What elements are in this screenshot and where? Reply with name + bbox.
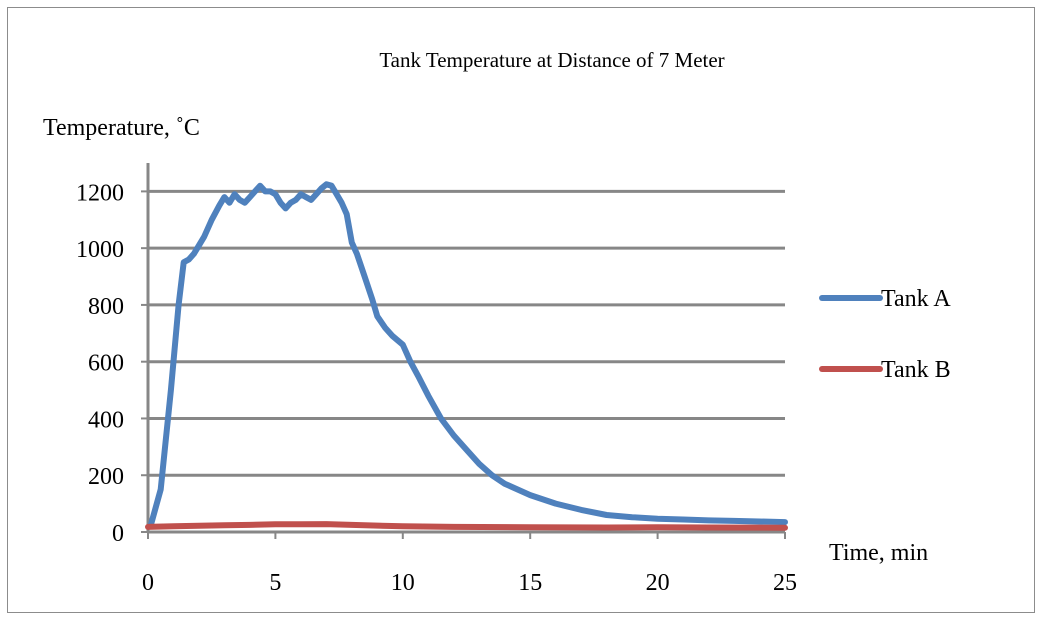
x-tick-label-10: 10 (391, 570, 415, 596)
x-tick-label-15: 15 (518, 570, 542, 596)
axes (141, 163, 786, 539)
legend-label-tank-a: Tank A (881, 286, 951, 312)
y-tick-label-1000: 1000 (76, 237, 124, 263)
y-tick-label-800: 800 (88, 294, 124, 320)
y-tick-label-200: 200 (88, 464, 124, 490)
y-axis-label: Temperature, ˚C (43, 115, 200, 141)
legend: Tank A Tank B (819, 286, 951, 383)
y-tick-label-0: 0 (112, 521, 124, 547)
series-line-tank-b (145, 521, 788, 531)
x-tick-label-20: 20 (646, 570, 670, 596)
series-line-tank-a (147, 181, 788, 530)
y-tick-label-600: 600 (88, 351, 124, 377)
legend-item-tank-a: Tank A (819, 286, 951, 312)
y-tick-labels: 0 200 400 600 800 1000 1200 (76, 180, 124, 547)
x-tick-label-5: 5 (269, 570, 281, 596)
x-tick-label-0: 0 (142, 570, 154, 596)
series-lines (145, 181, 788, 531)
legend-label-tank-b: Tank B (881, 357, 951, 383)
legend-item-tank-b: Tank B (819, 357, 951, 383)
x-axis-label: Time, min (829, 540, 928, 566)
y-tick-label-400: 400 (88, 407, 124, 433)
y-tick-label-1200: 1200 (76, 180, 124, 206)
x-tick-label-25: 25 (773, 570, 797, 596)
grid-lines (148, 189, 785, 477)
x-tick-labels: 0 5 10 15 20 25 (142, 570, 797, 596)
chart-title: Tank Temperature at Distance of 7 Meter (379, 48, 724, 72)
